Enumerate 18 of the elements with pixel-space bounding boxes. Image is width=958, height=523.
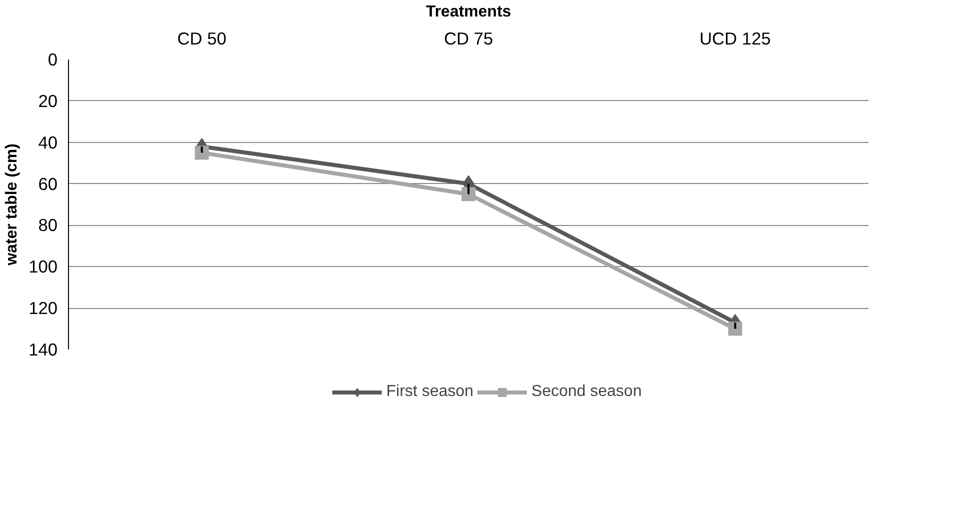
legend-label: Second season — [531, 383, 642, 401]
x-tick-label: CD 50 — [177, 28, 226, 48]
y-axis-title: water table (cm) — [4, 144, 21, 266]
x-axis-title: Treatments — [426, 4, 512, 20]
legend-label: First season — [386, 383, 474, 401]
y-tick-label: 20 — [38, 90, 58, 111]
y-tick-label: 0 — [48, 50, 58, 70]
y-tick-label: 140 — [28, 340, 58, 360]
y-tick-label: 60 — [38, 174, 58, 194]
x-tick-label: CD 75 — [444, 28, 494, 48]
x-tick-label: UCD 125 — [700, 28, 771, 48]
y-tick-label: 120 — [28, 298, 58, 318]
point — [462, 187, 476, 202]
y-tick-label: 100 — [28, 256, 58, 277]
y-tick-label: 40 — [38, 132, 58, 152]
point — [728, 322, 742, 336]
point — [194, 146, 209, 160]
y-tick-label: 80 — [38, 215, 58, 236]
